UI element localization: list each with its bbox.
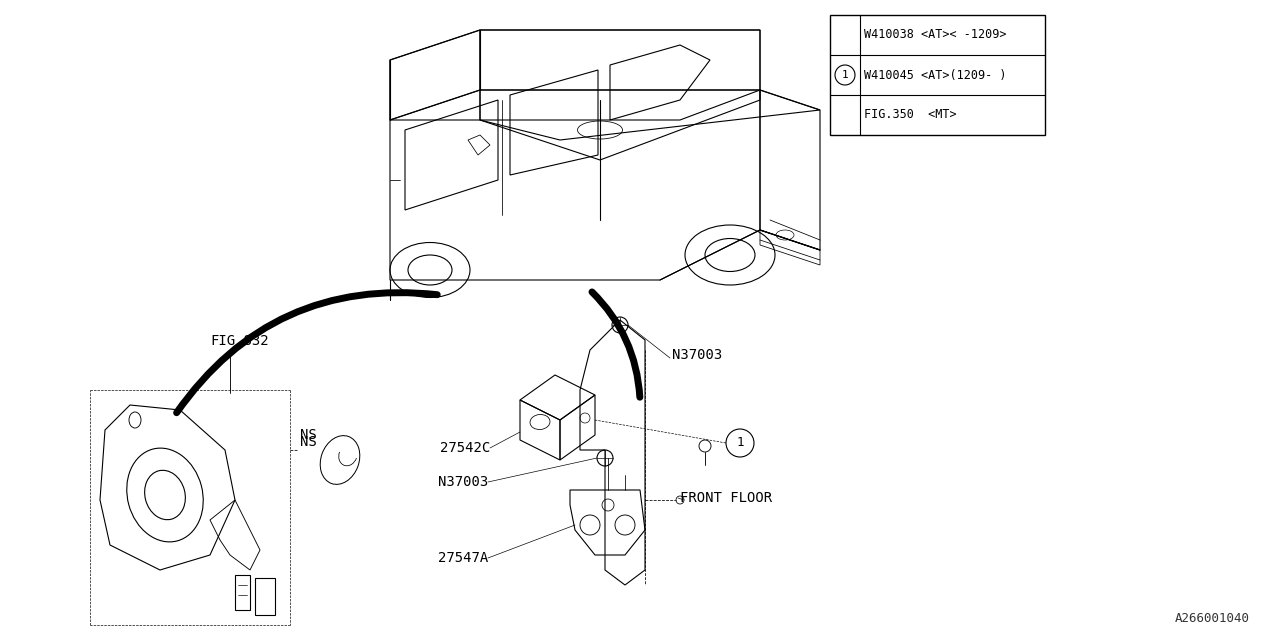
Text: W410045 <AT>(1209- ): W410045 <AT>(1209- ) [864,68,1006,81]
Text: NS: NS [300,428,316,442]
Text: N37003: N37003 [672,348,722,362]
Text: FIG.350  <MT>: FIG.350 <MT> [864,109,956,122]
Text: FRONT FLOOR: FRONT FLOOR [680,491,772,505]
Text: NS: NS [300,435,316,449]
Text: 27547A: 27547A [438,551,488,565]
Text: 1: 1 [736,436,744,449]
Text: A266001040: A266001040 [1175,612,1251,625]
Text: W410038 <AT>< -1209>: W410038 <AT>< -1209> [864,29,1006,42]
Text: N37003: N37003 [438,475,488,489]
Text: 27542C: 27542C [440,441,490,455]
Text: 1: 1 [842,70,849,80]
Text: FIG.832: FIG.832 [210,334,269,348]
